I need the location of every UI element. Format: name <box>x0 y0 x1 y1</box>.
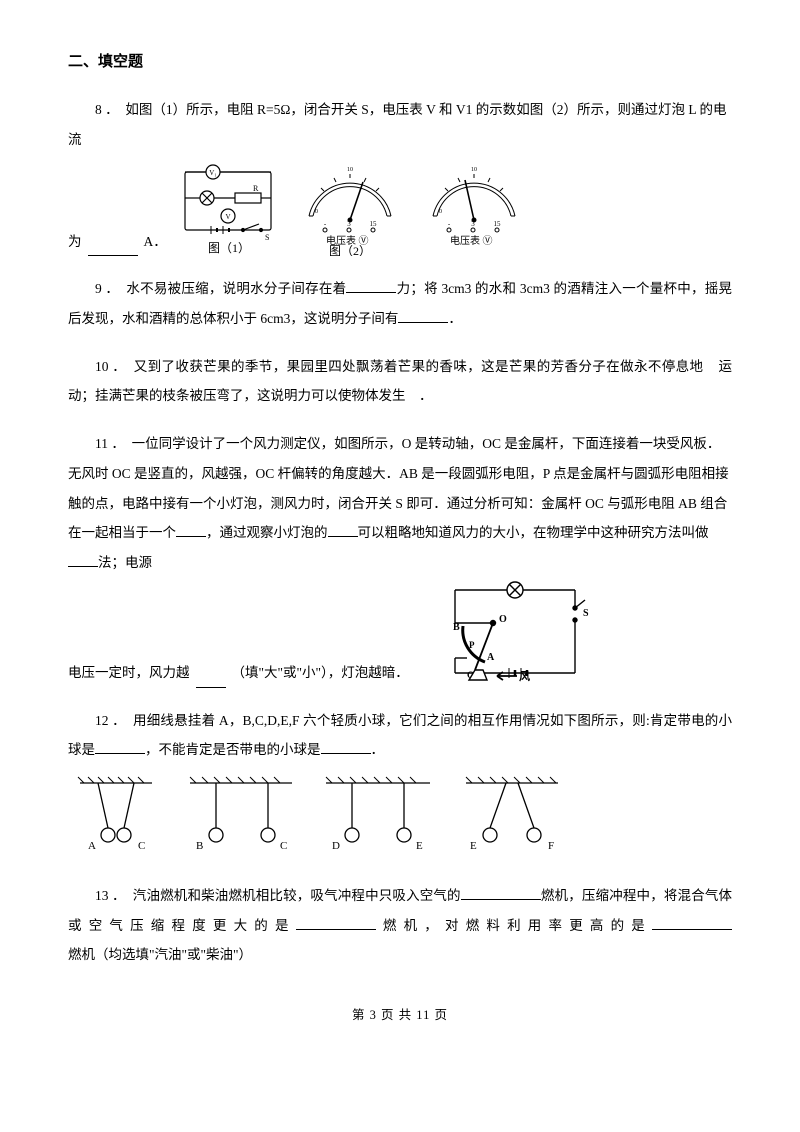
q13-t4: 燃机（均选填"汽油"或"柴油"） <box>68 947 252 962</box>
q8-blank <box>88 242 138 257</box>
q12-blank1 <box>95 740 145 755</box>
q10-num: 10 <box>95 359 109 374</box>
svg-text:S: S <box>265 233 269 242</box>
q9-blank1 <box>346 279 396 294</box>
q11-t4: 法；电源 <box>98 555 152 570</box>
page-footer: 第 3 页 共 11 页 <box>68 1004 732 1023</box>
svg-text:E: E <box>470 840 477 852</box>
svg-text:D: D <box>332 840 340 852</box>
q11-t5: 电压一定时，风力越 <box>68 658 190 688</box>
svg-text:O: O <box>499 614 507 625</box>
q11-num: 11 <box>95 436 108 451</box>
svg-text:B: B <box>453 622 460 633</box>
svg-text:V₁: V₁ <box>209 169 217 177</box>
q11-figure: S O <box>425 578 595 688</box>
q13-blank2 <box>296 915 376 930</box>
svg-text:3: 3 <box>471 220 475 228</box>
svg-text:3: 3 <box>347 220 351 228</box>
q8-dot: ． <box>105 102 119 117</box>
section-title: 二、填空题 <box>68 50 732 71</box>
question-11: 11 ． 一位同学设计了一个风力测定仪，如图所示，O 是转动轴，OC 是金属杆，… <box>68 429 732 687</box>
svg-text:电压表 Ⓥ: 电压表 Ⓥ <box>450 234 493 247</box>
q13-t1: 汽油燃机和柴油燃机相比较，吸气冲程中只吸入空气的 <box>133 888 461 903</box>
q8-text3: A． <box>144 227 167 257</box>
question-12: 12 ． 用细线悬挂着 A，B,C,D,E,F 六个轻质小球，它们之间的相互作用… <box>68 706 732 765</box>
svg-text:V: V <box>225 213 230 221</box>
q11-t3: 可以粗略地知道风力的大小，在物理学中这种研究方法叫做 <box>358 525 709 540</box>
q13-num: 13 <box>95 888 109 903</box>
q8-fig2-label: 图（2） <box>329 244 371 256</box>
q10-t1: 又到了收获芒果的季节，果园里四处飘荡着芒果的香味，这是芒果的芳香分子在做永不停息… <box>134 359 704 374</box>
q8-num: 8 <box>95 102 102 117</box>
svg-text:P: P <box>469 640 475 650</box>
svg-text:E: E <box>416 840 423 852</box>
question-9: 9 ． 水不易被压缩，说明水分子间存在着力；将 3cm3 的水和 3cm3 的酒… <box>68 274 732 333</box>
q8-text2: 为 <box>68 227 82 257</box>
svg-text:S: S <box>583 608 589 619</box>
svg-text:10: 10 <box>347 167 353 173</box>
page: 二、填空题 8 ． 如图（1）所示，电阻 R=5Ω，闭合开关 S，电压表 V 和… <box>0 0 800 1053</box>
q10-t3: ． <box>419 388 433 403</box>
q8-figure1: V₁ V <box>173 158 285 256</box>
q9-t3: ． <box>448 311 462 326</box>
q13-t3: 燃机，对燃料利用率更高的是 <box>376 918 652 933</box>
svg-text:15: 15 <box>369 220 377 228</box>
q11-t2: ，通过观察小灯泡的 <box>206 525 328 540</box>
q11-blank4 <box>196 673 226 688</box>
svg-text:C: C <box>138 840 145 852</box>
svg-text:-: - <box>324 220 327 228</box>
svg-text:风: 风 <box>519 669 530 683</box>
q11-blank3 <box>68 552 98 567</box>
q12-t3: ． <box>371 742 385 757</box>
q8-fig1-label: 图（1） <box>208 241 250 255</box>
q13-dot: ． <box>112 888 126 903</box>
q11-blank1 <box>176 523 206 538</box>
q9-blank2 <box>398 309 448 324</box>
svg-text:C: C <box>280 840 287 852</box>
svg-text:-: - <box>448 220 451 228</box>
svg-text:B: B <box>196 840 203 852</box>
q13-blank3 <box>652 915 732 930</box>
q12-dot: ． <box>112 713 126 728</box>
svg-text:15: 15 <box>493 220 501 228</box>
svg-text:A: A <box>487 652 495 663</box>
q8-figure2b: - 3 15 0 10 电压表 Ⓥ <box>415 158 533 256</box>
svg-text:R: R <box>253 184 259 193</box>
q8-text1: 如图（1）所示，电阻 R=5Ω，闭合开关 S，电压表 V 和 V1 的示数如图（… <box>68 102 727 147</box>
svg-text:0: 0 <box>315 209 318 215</box>
q12-figure: A C B C D E <box>68 773 732 863</box>
q13-blank1 <box>461 885 541 900</box>
q8-figure2a: - 3 15 0 10 电压表 Ⓥ 图（2） <box>291 158 409 256</box>
svg-text:A: A <box>88 840 96 852</box>
svg-text:10: 10 <box>471 167 477 173</box>
q12-blank2 <box>321 740 371 755</box>
q9-t1: 水不易被压缩，说明水分子间存在着 <box>126 281 346 296</box>
question-8: 8 ． 如图（1）所示，电阻 R=5Ω，闭合开关 S，电压表 V 和 V1 的示… <box>68 95 732 256</box>
q9-dot: ． <box>105 281 119 296</box>
q12-num: 12 <box>95 713 109 728</box>
question-10: 10 ． 又到了收获芒果的季节，果园里四处飘荡着芒果的香味，这是芒果的芳香分子在… <box>68 352 732 411</box>
q10-dot: ． <box>112 359 126 374</box>
q11-blank2 <box>328 523 358 538</box>
q11-t6: （填"大"或"小"），灯泡越暗． <box>232 658 409 688</box>
svg-text:F: F <box>548 840 554 852</box>
svg-text:0: 0 <box>439 209 442 215</box>
q12-t2: ，不能肯定是否带电的小球是 <box>145 742 321 757</box>
question-13: 13 ． 汽油燃机和柴油燃机相比较，吸气冲程中只吸入空气的燃机，压缩冲程中，将混… <box>68 881 732 970</box>
q11-dot: ． <box>111 436 125 451</box>
q9-num: 9 <box>95 281 102 296</box>
